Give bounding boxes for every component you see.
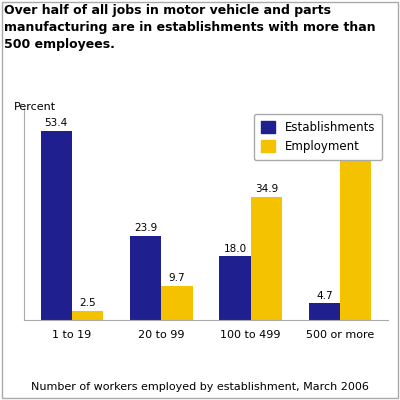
Bar (130, 236, 161, 320)
Bar (161, 286, 192, 320)
Text: 2.5: 2.5 (79, 298, 96, 308)
Text: 9.7: 9.7 (169, 273, 185, 283)
Text: 18.0: 18.0 (224, 244, 247, 254)
Legend: Establishments, Employment: Establishments, Employment (254, 114, 382, 160)
Text: 4.7: 4.7 (316, 290, 333, 300)
Bar (251, 197, 282, 320)
Text: Over half of all jobs in motor vehicle and parts
manufacturing are in establishm: Over half of all jobs in motor vehicle a… (4, 4, 376, 51)
Text: 23.9: 23.9 (134, 223, 157, 233)
Bar (220, 256, 251, 320)
Text: 53.4: 53.4 (44, 118, 68, 128)
Text: Percent: Percent (14, 102, 56, 112)
Bar (72, 311, 103, 320)
Bar (340, 133, 372, 320)
Text: 34.9: 34.9 (255, 184, 278, 194)
Text: 52.9: 52.9 (344, 120, 368, 130)
Bar (309, 303, 340, 320)
Bar (40, 131, 72, 320)
Text: Number of workers employed by establishment, March 2006: Number of workers employed by establishm… (31, 382, 369, 392)
